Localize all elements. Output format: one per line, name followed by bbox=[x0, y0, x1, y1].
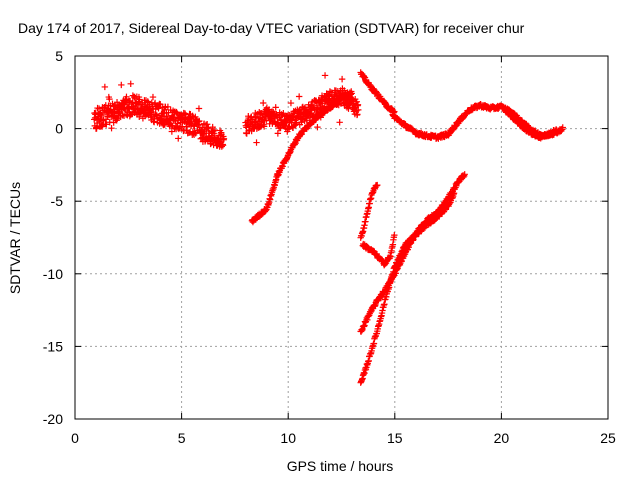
x-tick-label: 10 bbox=[280, 430, 296, 446]
data-point bbox=[203, 121, 211, 128]
data-point bbox=[195, 118, 202, 125]
plot-frame bbox=[74, 55, 609, 420]
data-point bbox=[123, 93, 130, 101]
data-point bbox=[219, 142, 227, 149]
data-point bbox=[99, 111, 107, 119]
grid-lines bbox=[75, 56, 608, 419]
data-point bbox=[354, 111, 361, 118]
data-point bbox=[155, 103, 162, 111]
series-rise-from-8.3 bbox=[248, 88, 355, 226]
data-point bbox=[374, 181, 381, 189]
data-point bbox=[341, 87, 348, 94]
data-point bbox=[336, 119, 343, 126]
data-point bbox=[308, 109, 315, 117]
data-point bbox=[210, 130, 218, 137]
data-point bbox=[112, 102, 119, 109]
x-tick-label: 20 bbox=[494, 430, 510, 446]
data-point bbox=[106, 95, 113, 103]
data-point bbox=[253, 139, 260, 146]
series-dip-track bbox=[359, 231, 398, 269]
data-point bbox=[391, 231, 398, 239]
data-point bbox=[149, 93, 157, 101]
data-point bbox=[260, 99, 267, 107]
data-point bbox=[553, 126, 560, 133]
y-tick-label: 0 bbox=[55, 121, 63, 137]
data-point bbox=[287, 99, 295, 107]
data-point bbox=[175, 135, 182, 142]
x-tick-label: 0 bbox=[71, 430, 79, 446]
data-point bbox=[350, 100, 357, 107]
data-point bbox=[353, 98, 360, 105]
data-point bbox=[348, 90, 355, 97]
data-point bbox=[132, 99, 139, 106]
data-point bbox=[450, 189, 458, 197]
series-deep-rise bbox=[357, 189, 458, 386]
y-tick-label: -20 bbox=[43, 411, 63, 427]
y-tick-label: 5 bbox=[55, 48, 63, 64]
data-point bbox=[205, 125, 212, 133]
data-point bbox=[217, 132, 224, 139]
data-point bbox=[195, 105, 203, 112]
data-point bbox=[260, 123, 268, 130]
data-point bbox=[98, 123, 106, 130]
data-point bbox=[103, 121, 110, 128]
data-point bbox=[164, 103, 172, 111]
y-tick-label: -15 bbox=[43, 338, 63, 354]
data-point bbox=[157, 101, 164, 108]
data-point bbox=[93, 125, 100, 132]
data-point bbox=[114, 115, 121, 122]
chart-title: Day 174 of 2017, Sidereal Day-to-day VTE… bbox=[18, 20, 525, 36]
data-point bbox=[220, 135, 228, 142]
data-point bbox=[172, 116, 179, 124]
data-point bbox=[295, 93, 303, 100]
data-point bbox=[272, 104, 279, 111]
data-point bbox=[274, 130, 282, 137]
data-point bbox=[559, 124, 566, 131]
data-point bbox=[118, 81, 125, 89]
x-axis-label: GPS time / hours bbox=[287, 458, 394, 474]
data-point bbox=[314, 123, 321, 131]
series-steep-13.4 bbox=[357, 181, 381, 241]
data-point bbox=[99, 121, 106, 129]
axis-ticks: 0 5 10 15 20 25 -20 -15 -10 -5 0 5 bbox=[43, 48, 616, 446]
series-descent-13.4 bbox=[357, 69, 398, 117]
data-point bbox=[316, 99, 323, 106]
y-axis-label: SDTVAR / TECUs bbox=[7, 182, 23, 294]
data-point bbox=[136, 96, 143, 103]
data-point bbox=[101, 83, 109, 91]
data-point bbox=[108, 125, 115, 132]
data-point bbox=[321, 72, 329, 79]
x-tick-label: 5 bbox=[178, 430, 186, 446]
data-point bbox=[183, 123, 191, 131]
y-tick-label: -10 bbox=[43, 266, 63, 282]
data-point bbox=[200, 130, 207, 138]
data-point bbox=[461, 171, 468, 178]
data-point bbox=[301, 105, 308, 112]
data-point bbox=[355, 106, 362, 114]
data-point bbox=[192, 113, 199, 121]
data-point bbox=[127, 80, 134, 87]
series-cluster-early bbox=[90, 80, 228, 150]
data-point bbox=[125, 104, 132, 112]
y-tick-label: -5 bbox=[51, 193, 64, 209]
data-point bbox=[298, 116, 306, 123]
series-late-wave-echo bbox=[502, 107, 560, 142]
data-point bbox=[273, 112, 280, 119]
data-point bbox=[115, 110, 123, 117]
data-point bbox=[112, 105, 120, 112]
data-point bbox=[196, 117, 203, 125]
data-point bbox=[338, 75, 346, 83]
x-tick-label: 15 bbox=[387, 430, 403, 446]
data-point bbox=[189, 112, 196, 120]
x-tick-label: 25 bbox=[600, 430, 616, 446]
data-point bbox=[264, 107, 272, 115]
data-points bbox=[90, 69, 566, 386]
data-point bbox=[136, 113, 143, 121]
data-point bbox=[285, 123, 292, 131]
data-point bbox=[168, 128, 176, 135]
